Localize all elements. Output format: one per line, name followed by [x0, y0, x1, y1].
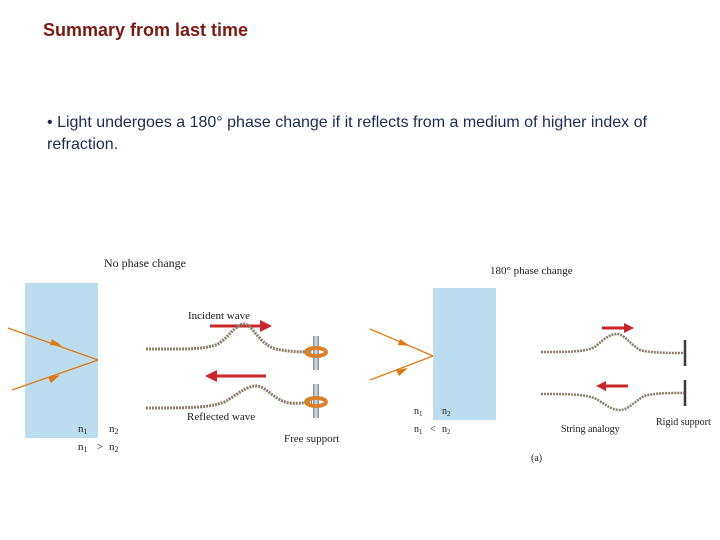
- reflection-diagram: No phase change n1 n2 n1 > n2 Incident w…: [7, 256, 711, 464]
- right-reflected-ray-arrow: [396, 368, 408, 376]
- left-medium-block: [25, 283, 98, 438]
- reflected-wave-arrow: [205, 370, 266, 382]
- free-support-ring-bottom: [304, 396, 328, 408]
- right-n1-label: n1: [414, 406, 423, 418]
- left-incident-ray-arrow: [50, 339, 62, 346]
- bullet-marker: •: [47, 114, 53, 131]
- slide-title: Summary from last time: [43, 20, 249, 40]
- free-support-label: Free support: [284, 433, 339, 445]
- free-support-post-top: [313, 336, 319, 370]
- left-n2-label: n2: [109, 423, 119, 436]
- left-n1-compare: n1: [78, 441, 88, 454]
- right-reflected-string-pulse: [540, 391, 685, 412]
- left-heading: No phase change: [104, 256, 186, 270]
- reflected-wave-label: Reflected wave: [187, 411, 255, 423]
- rigid-support-label: Rigid support: [656, 417, 711, 428]
- right-n2-label: n2: [442, 406, 451, 418]
- right-incident-string-pulse: [540, 332, 685, 355]
- free-support-post-bottom: [313, 384, 319, 418]
- left-reflected-ray-arrow: [48, 375, 60, 383]
- free-support-ring-top: [304, 346, 328, 358]
- reflection-figure: No phase change n1 n2 n1 > n2 Incident w…: [0, 240, 720, 540]
- right-reflected-ray: [369, 355, 434, 381]
- left-relation-symbol: >: [97, 441, 103, 453]
- string-analogy-label: String analogy: [561, 424, 620, 435]
- right-reflected-arrow: [596, 381, 628, 391]
- right-incident-ray-arrow: [398, 339, 410, 346]
- bullet-text: • Light undergoes a 180° phase change if…: [47, 112, 687, 156]
- right-heading: 180° phase change: [490, 265, 573, 277]
- right-medium-block: [433, 288, 496, 420]
- incident-string-pulse: [145, 322, 313, 354]
- figure-caption: (a): [531, 453, 542, 464]
- right-n1-compare: n1: [414, 424, 423, 436]
- left-reflected-ray: [11, 359, 99, 391]
- left-n2-compare: n2: [109, 441, 119, 454]
- right-incident-arrow: [602, 323, 634, 333]
- left-n1-label: n1: [78, 423, 88, 436]
- right-n2-compare: n2: [442, 424, 451, 436]
- incident-wave-label: Incident wave: [188, 310, 250, 322]
- bullet-content: Light undergoes a 180° phase change if i…: [47, 114, 647, 153]
- right-relation-symbol: <: [430, 424, 436, 435]
- reflected-string-pulse: [145, 384, 313, 410]
